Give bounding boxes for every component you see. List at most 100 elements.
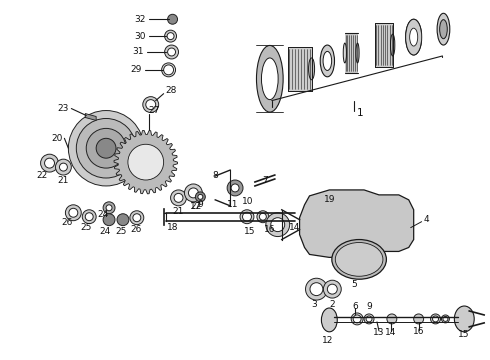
Ellipse shape [410,28,417,46]
Circle shape [271,218,285,231]
Circle shape [443,316,448,321]
Circle shape [433,316,439,322]
Circle shape [414,314,424,324]
Ellipse shape [320,45,335,77]
Circle shape [266,213,290,237]
Circle shape [164,65,173,75]
Text: 29: 29 [130,66,142,75]
Text: 30: 30 [134,32,146,41]
Circle shape [259,213,267,220]
Text: 1: 1 [357,108,364,117]
Circle shape [364,314,374,324]
Circle shape [353,315,361,323]
Ellipse shape [332,239,387,279]
Text: 20: 20 [51,134,62,143]
Circle shape [76,118,136,178]
Circle shape [41,154,58,172]
Circle shape [351,313,363,325]
Text: 16: 16 [413,327,424,336]
Text: 14: 14 [385,328,396,337]
Text: 17: 17 [190,202,201,211]
Circle shape [45,158,54,168]
Circle shape [165,45,178,59]
Circle shape [65,205,81,221]
Text: 25: 25 [80,223,92,232]
Text: 28: 28 [166,86,177,95]
Ellipse shape [343,43,346,63]
Ellipse shape [356,43,359,63]
Text: 23: 23 [57,104,69,113]
Circle shape [146,100,156,109]
Circle shape [103,202,115,214]
Text: 31: 31 [132,48,144,57]
Circle shape [85,213,93,221]
Circle shape [257,211,269,223]
Circle shape [310,283,323,296]
Ellipse shape [262,58,278,100]
Text: 27: 27 [149,106,160,115]
Circle shape [86,129,126,168]
Circle shape [171,190,187,206]
Circle shape [168,48,175,56]
Circle shape [143,96,159,113]
Circle shape [227,180,243,196]
Text: 11: 11 [227,200,239,209]
Circle shape [128,144,164,180]
Text: 21: 21 [173,207,184,216]
Text: 32: 32 [134,15,146,24]
Circle shape [231,184,239,192]
Circle shape [196,192,205,202]
Circle shape [243,212,251,221]
Circle shape [103,214,115,226]
Circle shape [327,284,337,294]
Circle shape [441,315,449,323]
Circle shape [82,210,96,224]
Circle shape [69,208,78,217]
Ellipse shape [440,20,447,39]
Text: 2: 2 [329,300,335,309]
Ellipse shape [454,306,474,332]
Text: 21: 21 [58,176,69,185]
Text: 15: 15 [458,330,469,339]
Circle shape [133,214,141,222]
Ellipse shape [309,58,315,80]
Text: 26: 26 [130,225,142,234]
Circle shape [162,63,175,77]
Text: 25: 25 [115,227,126,236]
Text: 3: 3 [312,300,318,309]
Polygon shape [114,130,177,194]
Text: 15: 15 [244,227,256,236]
Circle shape [59,163,68,171]
Text: 12: 12 [321,336,333,345]
Circle shape [431,314,441,324]
Polygon shape [85,113,96,121]
Text: 10: 10 [242,197,254,206]
Text: 9: 9 [197,200,203,209]
Text: 5: 5 [351,280,357,289]
Circle shape [189,188,198,198]
Circle shape [117,214,129,226]
Circle shape [130,211,144,225]
Text: 13: 13 [373,328,385,337]
Circle shape [387,314,397,324]
Text: 8: 8 [212,171,218,180]
Ellipse shape [323,51,332,71]
Ellipse shape [321,308,337,332]
Ellipse shape [391,34,395,56]
Ellipse shape [335,243,383,276]
Circle shape [323,280,341,298]
Text: 22: 22 [36,171,47,180]
Text: 22: 22 [191,202,202,211]
Circle shape [167,33,174,40]
Text: 9: 9 [366,302,372,311]
Circle shape [198,194,203,199]
Text: 18: 18 [167,223,178,232]
Ellipse shape [406,19,422,55]
Text: 24: 24 [98,210,109,219]
Text: 7: 7 [262,176,268,185]
Circle shape [168,14,177,24]
Text: 14: 14 [289,223,300,232]
Text: 16: 16 [264,225,275,234]
Circle shape [240,210,254,224]
Text: 6: 6 [352,302,358,311]
